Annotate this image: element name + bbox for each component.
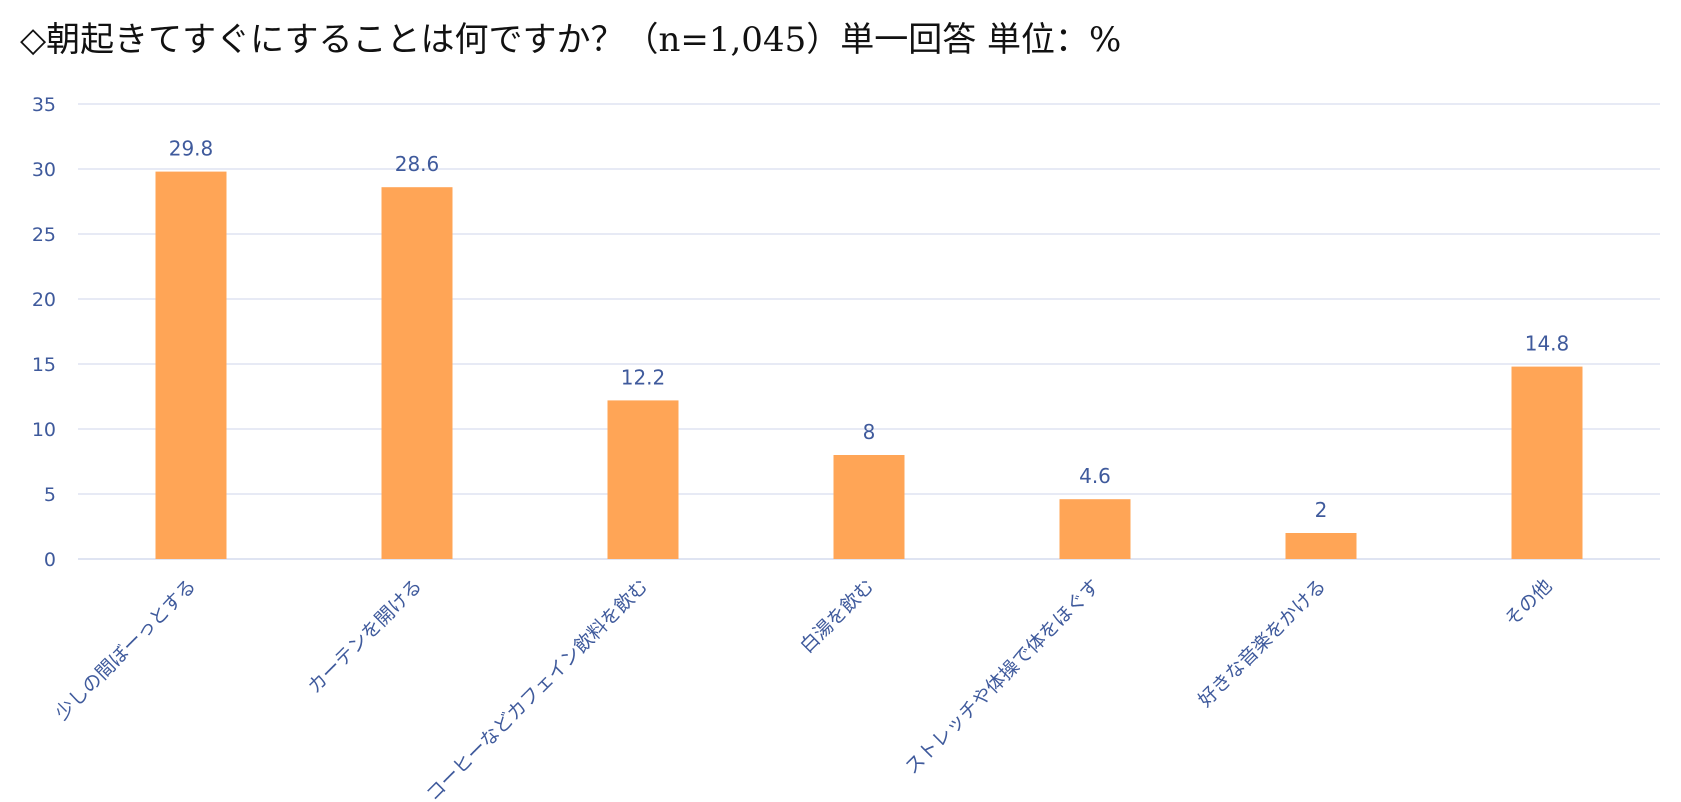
data-label-2: 28.6 (395, 152, 440, 176)
data-label-5: 4.6 (1079, 464, 1111, 488)
y-tick-label: 5 (44, 484, 56, 506)
y-tick-label: 20 (32, 289, 56, 311)
x-tick-label-3: コーヒーなどカフェイン飲料を飲む (422, 575, 653, 802)
y-axis-ticks: 0 5 10 15 20 25 30 35 (32, 94, 56, 571)
x-tick-label-4: 白湯を飲む (796, 575, 879, 658)
x-tick-label-1: 少しの間ぼーっとする (51, 575, 201, 725)
bar-6 (1285, 533, 1357, 559)
bars (155, 171, 1583, 559)
bar-5 (1059, 499, 1131, 559)
bar-1 (155, 171, 227, 559)
data-label-7: 14.8 (1525, 332, 1570, 356)
bar-3 (607, 400, 679, 559)
bar-2 (381, 187, 453, 559)
y-tick-label: 15 (32, 354, 56, 376)
y-tick-label: 30 (32, 159, 56, 181)
x-tick-label-6: 好きな音楽をかける (1194, 575, 1330, 711)
y-tick-label: 10 (32, 419, 56, 441)
x-tick-label-5: ストレッチや体操で体をほぐす (901, 575, 1105, 779)
data-labels: 29.8 28.6 12.2 8 4.6 2 14.8 (169, 137, 1570, 522)
bar-7 (1511, 366, 1583, 559)
chart-title: ◇朝起きてすぐにすることは何ですか？（n=1,045）単一回答 単位：% (20, 20, 1122, 60)
data-label-4: 8 (863, 420, 876, 444)
x-tick-label-7: その他 (1501, 575, 1557, 631)
data-label-1: 29.8 (169, 137, 214, 161)
x-tick-label-2: カーテンを開ける (303, 575, 426, 698)
bar-4 (833, 455, 905, 559)
y-tick-label: 0 (44, 549, 56, 571)
data-label-6: 2 (1315, 498, 1328, 522)
data-label-3: 12.2 (621, 365, 666, 389)
y-tick-label: 35 (32, 94, 56, 116)
x-axis-ticks: 少しの間ぼーっとする カーテンを開けるコーヒーなどカフェイン飲料を飲む 白湯を飲むス… (51, 575, 1557, 802)
y-tick-label: 25 (32, 224, 56, 246)
